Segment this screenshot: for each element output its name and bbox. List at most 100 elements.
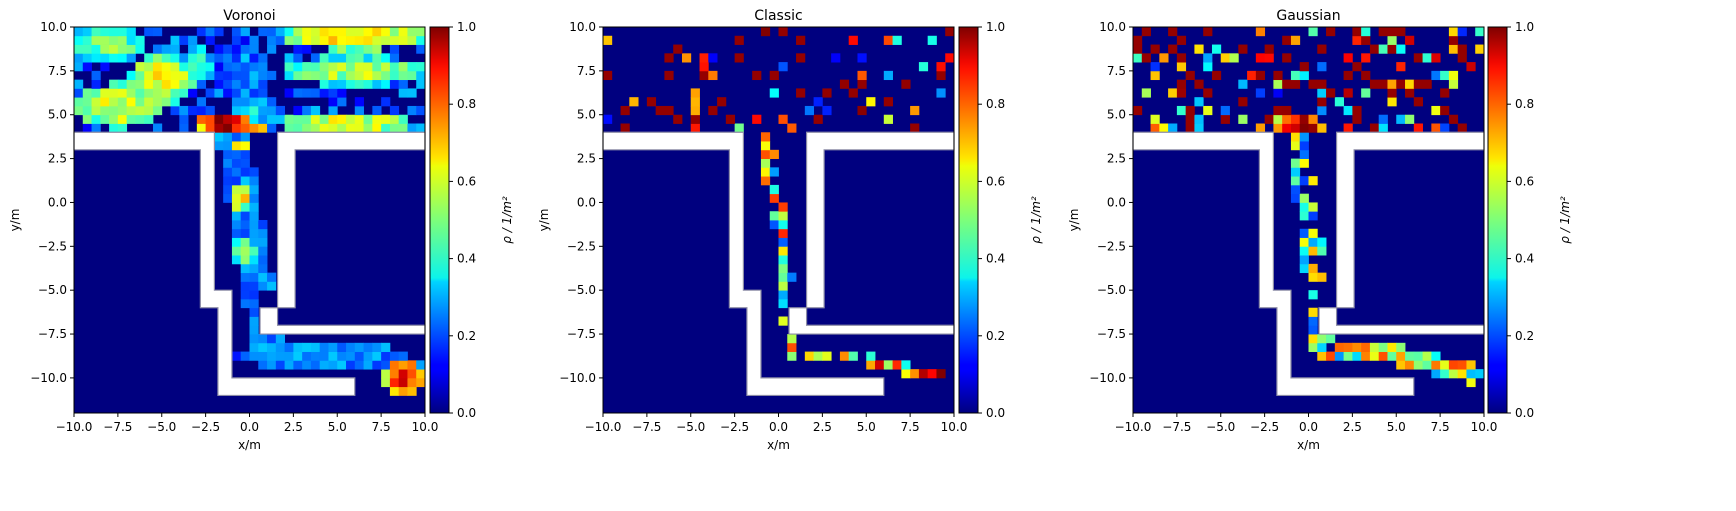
heatmap-cell <box>1220 53 1230 63</box>
heatmap-cell <box>152 97 163 107</box>
heatmap-cell <box>1369 79 1380 89</box>
heatmap-cell <box>293 53 303 63</box>
heatmap-cell <box>1396 44 1406 54</box>
heatmap-cell <box>337 88 347 98</box>
heatmap-cell <box>240 27 250 37</box>
heatmap-cell <box>354 44 364 54</box>
heatmap-cell <box>267 351 277 361</box>
heatmap-cell <box>310 105 321 116</box>
heatmap-cell <box>1317 123 1327 133</box>
heatmap-cell <box>1352 351 1362 361</box>
heatmap-cell <box>170 53 180 63</box>
heatmap-cell <box>302 351 312 361</box>
heatmap-cell <box>196 70 207 81</box>
heatmap-cell <box>1431 369 1441 379</box>
heatmap-cell <box>109 105 119 116</box>
heatmap-cell <box>416 62 426 72</box>
heatmap-cell <box>822 88 832 98</box>
heatmap-cell <box>258 228 268 238</box>
heatmap-cell <box>82 44 92 54</box>
heatmap-cell <box>787 334 797 344</box>
heatmap-cell <box>1361 351 1371 361</box>
heatmap-cell <box>1290 70 1301 81</box>
heatmap-cell <box>398 351 408 361</box>
heatmap-cell <box>1308 307 1318 317</box>
heatmap-cell <box>1440 360 1450 370</box>
heatmap-cell <box>205 88 215 98</box>
heatmap-cell <box>117 114 128 124</box>
heatmap-cell <box>372 35 382 45</box>
heatmap-cell <box>214 132 224 142</box>
heatmap-cell <box>346 79 356 89</box>
heatmap-cell <box>1290 158 1301 168</box>
heatmap-cell <box>240 237 250 247</box>
y-tick-label: −10.0 <box>559 371 596 385</box>
heatmap-cell <box>603 114 613 124</box>
heatmap-cell <box>319 88 329 98</box>
heatmap-cell <box>901 79 911 89</box>
heatmap-cell <box>778 281 788 291</box>
heatmap-cell <box>231 27 242 37</box>
heatmap-cell <box>1396 360 1406 370</box>
heatmap-cell <box>416 44 426 54</box>
heatmap-cell <box>646 97 657 107</box>
heatmap-cell <box>1203 62 1213 72</box>
heatmap-cell <box>231 211 242 221</box>
heatmap-cell <box>188 44 198 54</box>
heatmap-cell <box>398 377 408 388</box>
y-tick-label: −10.0 <box>1089 371 1126 385</box>
heatmap-cell <box>302 88 312 98</box>
heatmap-cell <box>284 62 294 72</box>
colorbar-tick-label: 0.0 <box>1515 406 1534 420</box>
heatmap-cell <box>1405 351 1415 361</box>
heatmap-cell <box>223 88 233 98</box>
heatmap-cell <box>179 123 189 133</box>
heatmap-cell <box>1387 44 1397 54</box>
heatmap-cell <box>337 114 347 124</box>
heatmap-cell <box>205 105 215 116</box>
heatmap-cell <box>787 123 797 133</box>
heatmap-cell <box>354 114 364 124</box>
colorbar-tick-label: 0.8 <box>986 97 1005 111</box>
heatmap-cell <box>389 44 400 54</box>
heatmap-cell <box>249 202 259 212</box>
heatmap-cell <box>407 360 417 370</box>
heatmap-cell <box>196 105 207 116</box>
heatmap-cell <box>214 44 224 54</box>
heatmap-cell <box>231 53 242 63</box>
y-tick-label: 10.0 <box>569 20 596 34</box>
heatmap-cell <box>1475 369 1485 379</box>
heatmap-cell <box>760 158 771 168</box>
heatmap-cell <box>1308 325 1318 335</box>
y-tick-label: 5.0 <box>48 108 67 122</box>
heatmap-cell <box>267 334 277 344</box>
heatmap-cell <box>319 27 329 37</box>
heatmap-cell <box>249 79 259 89</box>
heatmap-cell <box>117 123 128 133</box>
heatmap-cell <box>407 62 417 72</box>
heatmap-cell <box>179 105 189 116</box>
heatmap-cell <box>310 342 321 352</box>
heatmap-cell <box>1150 123 1160 133</box>
heatmap-cell <box>398 114 408 124</box>
heatmap-cell <box>354 342 364 352</box>
colorbar-tick-label: 0.8 <box>457 97 476 111</box>
heatmap-cell <box>778 114 788 124</box>
heatmap-cell <box>1457 123 1467 133</box>
heatmap-cell <box>381 114 391 124</box>
heatmap-cell <box>231 202 242 212</box>
heatmap-cell <box>91 35 101 45</box>
heatmap-cell <box>74 35 84 45</box>
heatmap-cell <box>1255 27 1266 37</box>
y-tick-label: 0.0 <box>1107 195 1126 209</box>
heatmap-cell <box>699 70 709 81</box>
heatmap-cell <box>1290 35 1301 45</box>
heatmap-cell <box>1378 79 1388 89</box>
heatmap-cell <box>1282 53 1292 63</box>
heatmap-cell <box>1159 123 1169 133</box>
heatmap-cell <box>354 123 364 133</box>
heatmap-cell <box>389 53 400 63</box>
heatmap-cell <box>293 105 303 116</box>
heatmap-cell <box>1343 351 1353 361</box>
y-tick-label: −2.5 <box>38 239 67 253</box>
